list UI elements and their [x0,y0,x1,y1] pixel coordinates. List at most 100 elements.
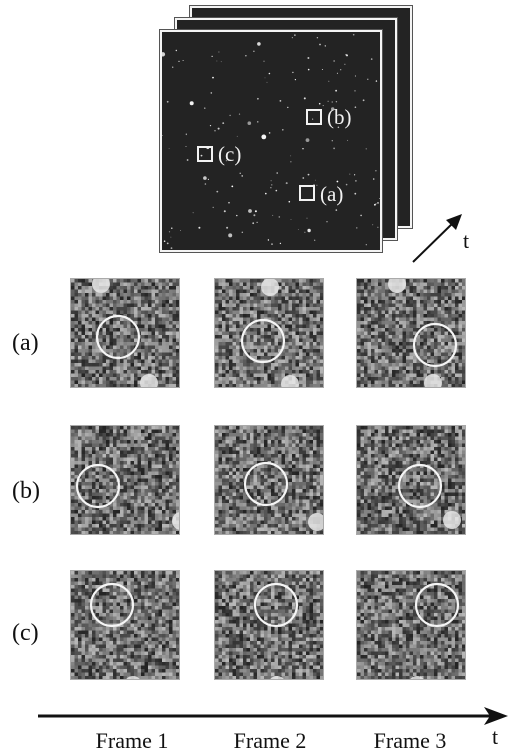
star-dot [236,214,238,217]
star-dot [198,226,201,229]
star-dot [346,54,348,57]
star-dot [333,60,335,62]
noise-texture [357,279,465,387]
star-dot [180,230,181,231]
star-dot [294,34,296,36]
marker-circle [397,463,443,509]
patch-a-frame1 [70,278,180,388]
star-dot [362,99,365,102]
star-dot [268,72,271,75]
roi-label-b: (b) [327,105,352,129]
star-dot [248,209,252,213]
star-dot [185,133,187,136]
star-dot [239,172,241,174]
bright-source [261,279,279,296]
star-dot [204,107,206,109]
star-dot [229,114,231,117]
marker-circle [95,314,141,360]
star-dot [290,219,292,220]
marker-circle [243,461,289,507]
star-dot [294,79,296,81]
row-label-b: (b) [12,478,40,504]
patch-b-frame2 [214,425,324,535]
star-dot [185,146,187,147]
star-dot [355,180,357,182]
star-dot [166,242,169,245]
star-dot [182,60,184,61]
star-dot [185,133,187,135]
star-dot [372,224,374,226]
star-dot [257,121,259,123]
star-dot [367,78,369,80]
star-dot [349,173,351,175]
star-dot [360,214,362,217]
frame-stack [160,6,420,256]
patch-b-frame1 [70,425,180,535]
noise-texture [357,571,465,679]
star-dot [216,60,218,62]
star-dot [316,37,319,39]
star-dot [263,60,265,62]
star-dot [336,72,338,74]
star-dot [312,118,314,120]
star-dot [307,57,310,59]
star-dot [356,227,358,229]
star-dot [336,180,339,183]
marker-circle [89,582,135,628]
star-dot [266,81,268,83]
star-dot [163,240,166,242]
star-dot [305,138,310,142]
star-dot [331,140,333,142]
roi-box-a [299,185,315,201]
star-dot [321,69,323,70]
star-dot [307,173,310,176]
star-dot [375,203,377,205]
star-dot [291,37,293,39]
star-dot [288,200,291,203]
star-dot [271,243,273,246]
noise-texture [215,279,323,387]
star-dot [377,202,379,204]
bright-source [443,511,461,529]
star-dot [168,148,170,149]
star-dot [377,226,379,228]
bright-source [281,375,299,387]
star-dot [347,139,349,141]
roi-box-c [197,146,213,162]
star-dot [226,226,229,229]
roi-label-a: (a) [320,182,344,206]
star-dot [241,175,243,177]
star-dot [354,75,356,77]
star-dot [222,122,225,124]
star-dot [327,100,329,102]
star-dot [254,210,257,213]
star-dot [306,217,308,219]
star-dot [217,127,220,130]
star-dot [337,126,340,129]
star-dot [271,184,273,186]
bright-source [270,676,284,679]
star-dot [287,106,289,109]
star-dot [375,170,377,172]
star-dot [211,55,213,57]
star-dot [264,77,266,79]
star-dot [344,63,346,65]
star-dot [379,198,380,199]
star-dot [290,161,292,163]
row-label-a: (a) [12,330,39,356]
noise-texture [71,279,179,387]
star-dot [276,172,278,174]
time-label-diagonal: t [463,228,470,253]
star-dot [275,189,278,192]
star-dot [236,135,238,137]
star-dot [172,66,174,68]
star-dot [162,135,163,136]
star-dot [285,182,288,185]
star-dot [316,184,318,186]
star-dot [210,92,213,94]
time-axis-arrow [38,707,508,725]
star-dot [314,239,316,241]
star-dot [192,212,194,214]
star-dot [223,210,226,213]
starfield [162,33,380,250]
